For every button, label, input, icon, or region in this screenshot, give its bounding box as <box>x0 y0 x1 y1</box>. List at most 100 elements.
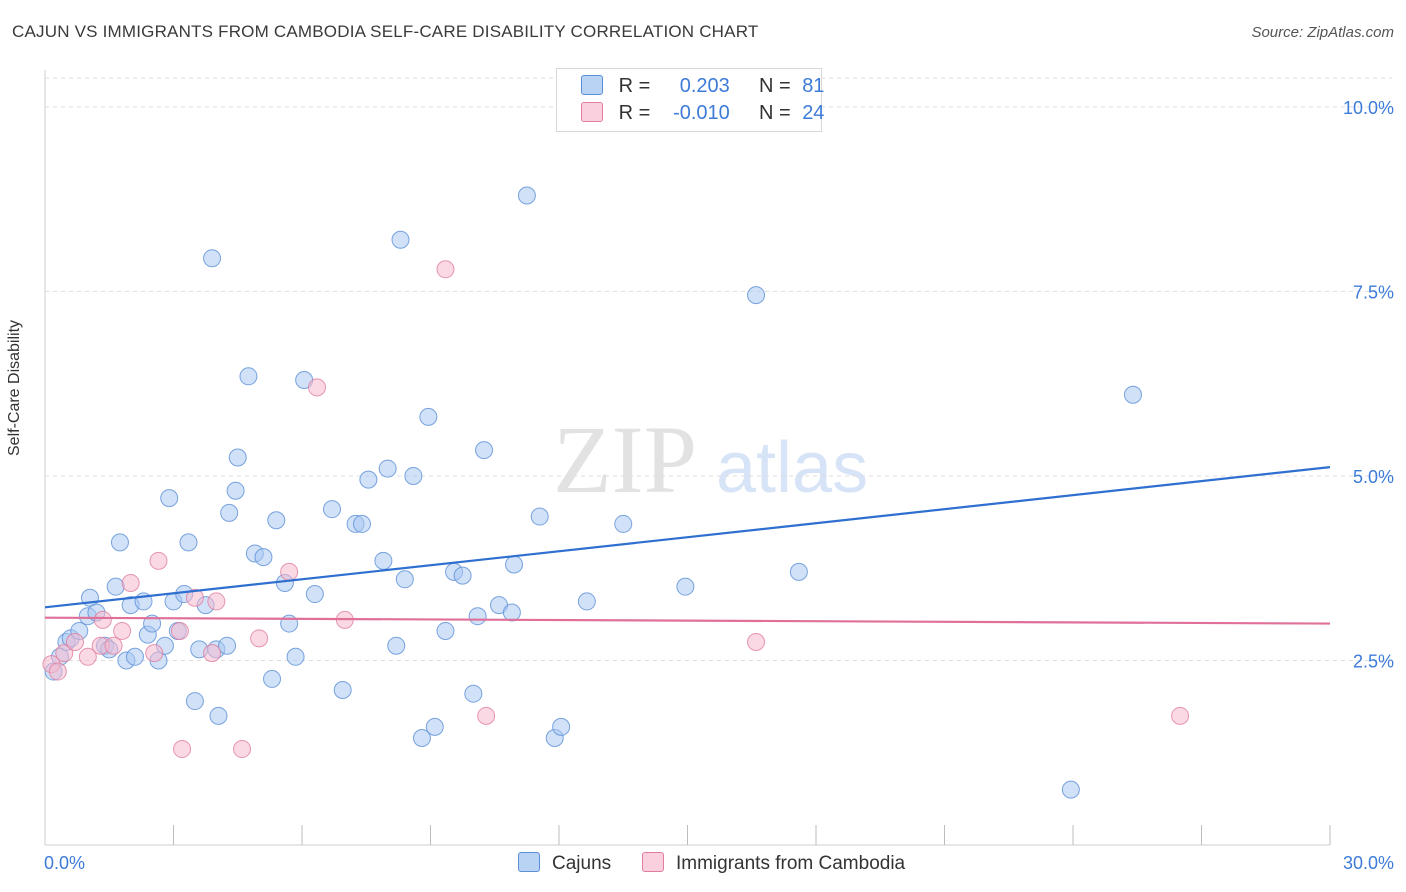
y-tick-label: 2.5% <box>1353 651 1394 671</box>
cajun-point <box>378 459 397 478</box>
cambodia-point <box>207 592 226 611</box>
cambodia-point <box>203 644 222 663</box>
cambodia-legend-label: Immigrants from Cambodia <box>676 853 906 874</box>
x-tick-label: 0.0% <box>44 853 85 873</box>
r-label: R = <box>618 75 651 97</box>
cambodia-point <box>65 633 84 652</box>
cajun-point <box>185 692 204 711</box>
cajuns-legend-swatch <box>518 852 540 872</box>
cajun-point <box>395 570 414 589</box>
cajuns-swatch <box>581 75 603 95</box>
cajun-point <box>125 647 144 666</box>
cajuns-legend-label: Cajuns <box>552 853 612 874</box>
cajun-point <box>228 448 247 467</box>
cambodia-point <box>170 621 189 640</box>
cambodia-point <box>149 551 168 570</box>
cajun-point <box>1123 385 1142 404</box>
cajun-point <box>468 607 487 626</box>
axes <box>44 70 1331 846</box>
cajun-point <box>254 548 273 567</box>
n-value: 24 <box>802 102 825 124</box>
cambodia-point <box>233 740 252 759</box>
y-tick-label: 10.0% <box>1343 98 1394 118</box>
cajun-point <box>203 249 222 268</box>
cambodia-point <box>280 562 299 581</box>
cajun-point <box>352 514 371 533</box>
cambodia-point <box>1171 706 1190 725</box>
cajun-point <box>374 551 393 570</box>
cajun-point <box>322 500 341 519</box>
cajun-point <box>106 577 125 596</box>
cajun-point <box>143 614 162 633</box>
y-tick-label: 5.0% <box>1353 467 1394 487</box>
tick-labels: 2.5% 5.0% 7.5% 10.0% 0.0% 30.0% <box>44 98 1394 873</box>
cambodia-legend-swatch <box>642 852 664 872</box>
cajun-point <box>160 489 179 508</box>
cajun-point <box>419 407 438 426</box>
cajun-point <box>267 511 286 530</box>
legend-row-cajuns: R = 0.203 N = 81 <box>581 75 824 99</box>
cambodia-point <box>113 621 132 640</box>
cajun-point <box>475 441 494 460</box>
cajun-point <box>179 533 198 552</box>
cambodia-swatch <box>581 102 603 122</box>
trend-lines <box>44 466 1331 625</box>
stats-legend: R = 0.203 N = 81 R = -0.010 N = 24 <box>556 68 824 132</box>
watermark-zip: ZIP <box>553 406 697 513</box>
cambodia-point <box>173 740 192 759</box>
cambodia-point <box>78 647 97 666</box>
r-value: 0.203 <box>679 75 730 97</box>
cajun-point <box>333 681 352 699</box>
cambodia-point <box>477 706 496 725</box>
cajun-point <box>387 636 406 655</box>
cajun-point <box>220 503 239 522</box>
n-label: N = <box>758 102 791 124</box>
n-value: 81 <box>802 75 825 97</box>
cajun-point <box>305 585 324 604</box>
cajun-point <box>464 684 483 703</box>
cajun-point <box>577 592 596 611</box>
cambodia-point <box>436 260 455 279</box>
r-value: -0.010 <box>673 102 730 124</box>
cajun-point <box>280 614 299 633</box>
legend-item-cambodia: Immigrants from Cambodia <box>642 852 905 875</box>
cajun-trend-line <box>44 466 1331 609</box>
cajun-point <box>436 621 455 640</box>
cajun-point <box>209 706 228 725</box>
cajun-point <box>359 470 378 489</box>
cajun-point <box>226 481 245 500</box>
cajun-point <box>747 286 766 305</box>
legend-row-cambodia: R = -0.010 N = 24 <box>581 102 824 126</box>
y-tick-label: 7.5% <box>1353 282 1394 302</box>
cajun-point <box>453 566 472 585</box>
cajun-point <box>412 728 431 747</box>
source-credit: Source: ZipAtlas.com <box>1251 24 1394 41</box>
cajun-point <box>239 367 258 386</box>
watermark-atlas: atlas <box>716 428 868 508</box>
cambodia-point <box>55 644 74 663</box>
cajun-point <box>391 230 410 249</box>
cajun-point <box>614 514 633 533</box>
n-label: N = <box>758 75 791 97</box>
cajun-point <box>286 647 305 666</box>
cajun-point <box>218 636 237 655</box>
chart-title: CAJUN VS IMMIGRANTS FROM CAMBODIA SELF-C… <box>12 22 759 41</box>
cambodia-point <box>104 636 123 655</box>
cajun-point <box>502 603 521 622</box>
cajun-point <box>425 717 444 736</box>
cambodia-point <box>93 610 112 629</box>
cajun-point <box>404 466 423 485</box>
legend-item-cajuns: Cajuns <box>518 852 611 875</box>
cambodia-trend-line <box>44 616 1331 625</box>
watermark: ZIP atlas <box>553 406 868 513</box>
cajun-point <box>110 533 129 552</box>
cambodia-point <box>145 644 164 663</box>
cajun-point <box>552 717 571 736</box>
cajun-point <box>676 577 695 596</box>
cajun-point <box>517 186 536 205</box>
cambodia-point <box>747 633 766 652</box>
cambodia-point <box>48 662 67 681</box>
cambodia-point <box>307 378 326 397</box>
cajun-point <box>263 669 282 688</box>
